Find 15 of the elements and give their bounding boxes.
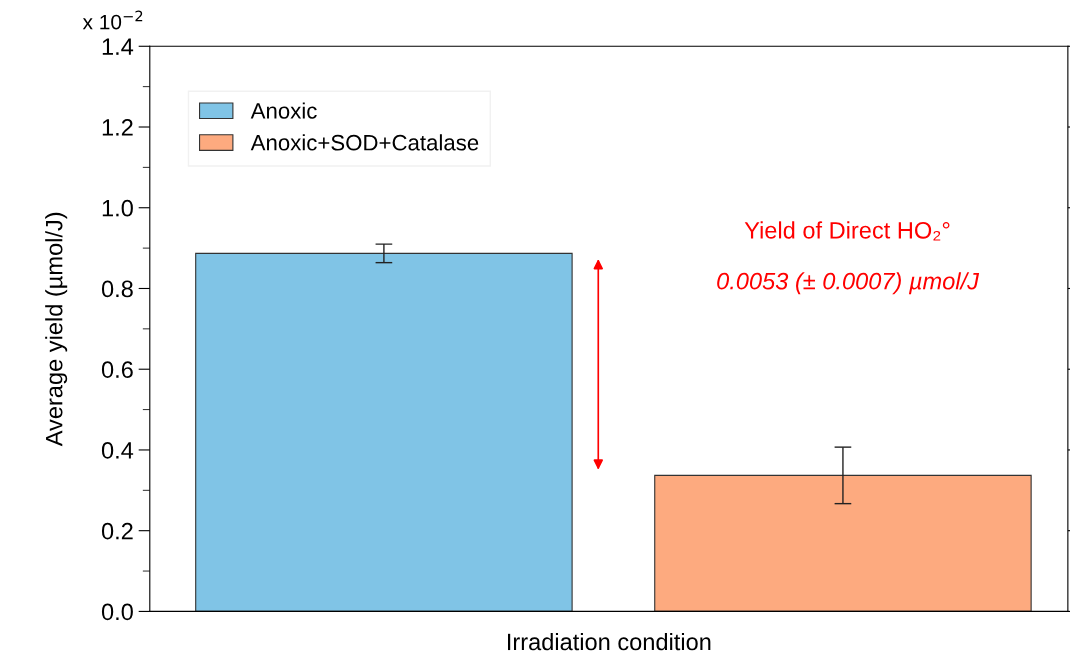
y-tick-label: 1.4: [102, 38, 134, 55]
x-axis-title: Irradiation condition: [507, 632, 711, 651]
annotation: Yield of Direct HO₂°: [744, 221, 950, 241]
legend-label: Anoxic: [250, 102, 317, 119]
y-tick-label: 0.4: [101, 442, 134, 459]
y-tick-label: 1.0: [102, 199, 133, 217]
y-axis-title: Average yield (µmol/J): [45, 212, 68, 447]
y-tick-label: 0.0: [101, 603, 133, 621]
y-tick-label: 0.8: [101, 280, 133, 298]
y-tick-label: 0.6: [101, 361, 133, 378]
legend-label: Anoxic+SOD+Catalase: [250, 134, 479, 151]
text: x 10$^{−2}$: [82, 10, 143, 30]
y-tick-label: 0.2: [101, 522, 133, 540]
annotation: 0.0053 (± 0.0007) µmol/J: [717, 272, 980, 295]
y-tick-label: 1.2: [102, 119, 133, 136]
